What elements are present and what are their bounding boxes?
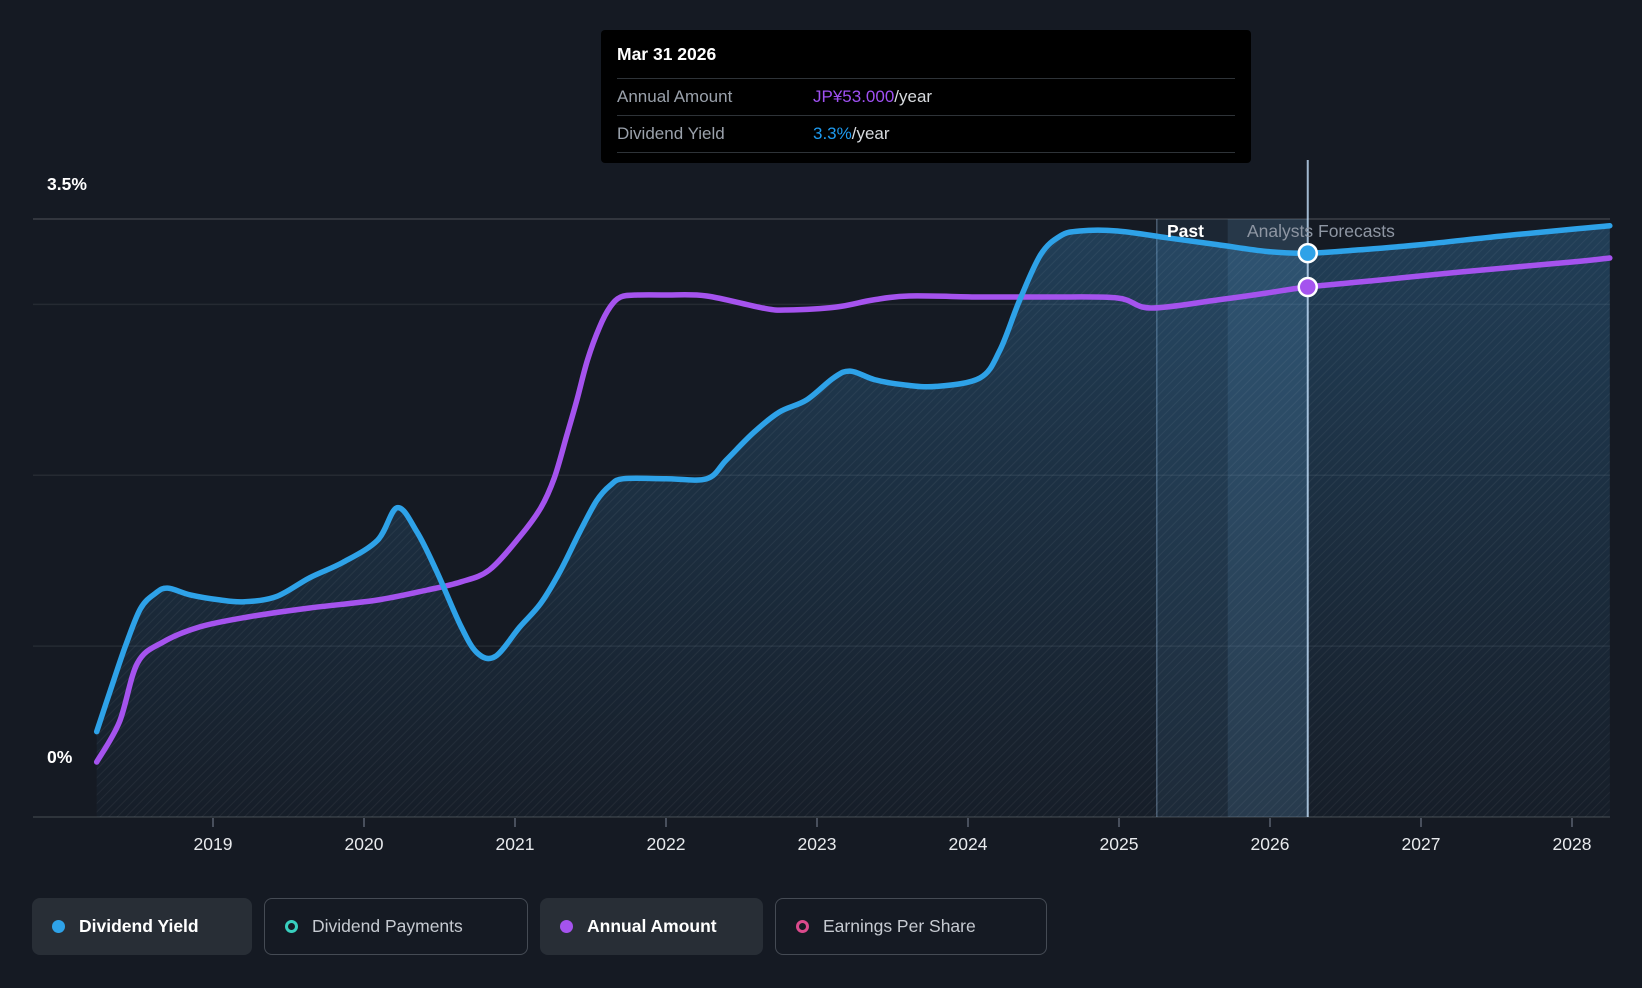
legend-toggle-dividend-payments[interactable]: Dividend Payments xyxy=(264,898,528,955)
dividend-payments-ring-icon xyxy=(285,920,298,933)
tooltip-label: Dividend Yield xyxy=(617,124,725,143)
x-tick-label: 2025 xyxy=(1100,834,1139,854)
legend-toggle-earnings-per-share[interactable]: Earnings Per Share xyxy=(775,898,1047,955)
annual-amount-dot-icon xyxy=(560,920,573,933)
tooltip-value: 3.3%/year xyxy=(813,124,890,143)
x-tick-label: 2027 xyxy=(1402,834,1441,854)
legend-toggle-dividend-yield[interactable]: Dividend Yield xyxy=(32,898,252,955)
x-axis: 2019 2020 2021 2022 2023 2024 2025 2026 2027 2028 xyxy=(194,818,1592,854)
tooltip-date: Mar 31 2026 xyxy=(617,30,1235,79)
legend-label: Earnings Per Share xyxy=(823,916,976,936)
annual-amount-line xyxy=(93,255,1613,765)
legend-toggle-annual-amount[interactable]: Annual Amount xyxy=(540,898,763,955)
area-fill-hatch-texture xyxy=(96,225,1610,818)
dividend-yield-hover-marker xyxy=(1297,242,1318,264)
legend-label: Annual Amount xyxy=(587,916,717,936)
cursor-and-markers xyxy=(1297,160,1318,817)
x-tick-label: 2022 xyxy=(647,834,686,854)
x-tick-label: 2028 xyxy=(1553,834,1592,854)
series-lines xyxy=(93,223,1613,765)
tooltip-value: JP¥53.000/year xyxy=(813,87,933,106)
chart-tooltip: Mar 31 2026 Annual Amount JP¥53.000/year… xyxy=(601,30,1251,163)
tooltip-row-dividend-yield: Dividend Yield 3.3%/year xyxy=(617,116,1235,153)
dividend-yield-line xyxy=(93,223,1613,735)
past-region-label: Past xyxy=(1167,221,1204,241)
area-fill xyxy=(96,225,1610,818)
x-tick-label: 2019 xyxy=(194,834,233,854)
x-tick-label: 2024 xyxy=(949,834,988,854)
earnings-per-share-ring-icon xyxy=(796,920,809,933)
legend-label: Dividend Payments xyxy=(312,916,463,936)
x-tick-label: 2023 xyxy=(798,834,837,854)
annual-amount-hover-marker xyxy=(1297,276,1318,298)
x-tick-label: 2020 xyxy=(345,834,384,854)
y-axis-bottom-label: 0% xyxy=(47,747,73,767)
tooltip-row-annual-amount: Annual Amount JP¥53.000/year xyxy=(617,79,1235,116)
tooltip-label: Annual Amount xyxy=(617,87,733,106)
dividend-yield-dot-icon xyxy=(52,920,65,933)
x-tick-label: 2021 xyxy=(496,834,535,854)
forecast-region-label: Analysts Forecasts xyxy=(1247,221,1395,241)
x-tick-label: 2026 xyxy=(1251,834,1290,854)
y-axis-top-label: 3.5% xyxy=(47,174,87,194)
chart-legend: Dividend Yield Dividend Payments Annual … xyxy=(32,898,1047,955)
legend-label: Dividend Yield xyxy=(79,916,199,936)
